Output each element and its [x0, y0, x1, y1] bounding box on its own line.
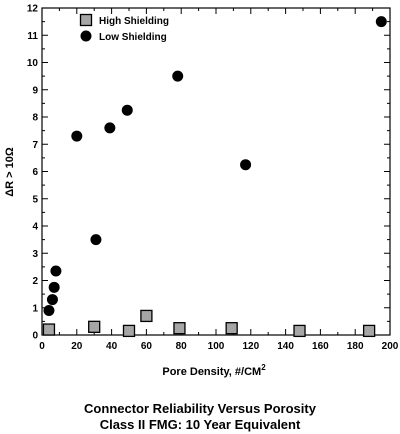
y-tick-label: 12	[27, 4, 39, 15]
high-shielding-point	[140, 309, 153, 323]
low-shielding-point	[50, 265, 62, 277]
x-axis-title-superscript: 2	[261, 363, 266, 372]
y-tick-label: 2	[32, 276, 38, 287]
y-tick-label: 5	[32, 194, 38, 205]
high-shielding-point	[362, 324, 376, 338]
x-tick-label: 120	[242, 341, 259, 352]
y-tick-label: 3	[32, 249, 38, 260]
x-tick-label: 0	[39, 341, 45, 352]
y-tick-label: 4	[32, 222, 38, 233]
legend: High Shielding Low Shielding	[79, 13, 169, 43]
y-tick-label: 9	[32, 85, 38, 96]
x-axis-title-text: Pore Density, #/CM	[162, 366, 261, 378]
y-tick-label: 7	[32, 140, 38, 151]
low-shielding-point	[375, 16, 387, 28]
low-shielding-point	[43, 304, 55, 316]
x-tick-label: 40	[106, 341, 118, 352]
x-tick-label: 140	[277, 341, 294, 352]
axes	[41, 7, 391, 336]
scatter-chart: 0 20 40 60 80 100 120 140 160 180 2000123456789101…	[4, 4, 399, 379]
tick-marks	[41, 7, 391, 336]
x-tick-label: 100	[208, 341, 225, 352]
legend-label-low-shielding: Low Shielding	[99, 32, 167, 43]
x-tick-label: 200	[382, 341, 399, 352]
high-shielding-point	[122, 324, 136, 338]
y-tick-label: 10	[27, 58, 39, 69]
x-tick-label: 80	[176, 341, 188, 352]
legend-circle-icon	[80, 30, 92, 42]
plot-frame	[41, 7, 391, 336]
legend-label-high-shielding: High Shielding	[99, 16, 169, 27]
high-shielding-point	[293, 324, 306, 338]
y-tick-label: 0	[32, 331, 38, 342]
high-shielding-point	[42, 323, 56, 336]
high-shielding-point	[173, 322, 186, 335]
x-tick-label: 180	[347, 341, 364, 352]
data-points	[42, 16, 387, 338]
x-axis-title: Pore Density, #/CM2	[162, 363, 266, 378]
y-tick-label: 6	[32, 167, 38, 178]
y-tick-label: 11	[27, 31, 38, 42]
y-axis-title: ΔR > 10Ω	[4, 147, 16, 197]
y-tick-label: 1	[32, 303, 38, 314]
high-shielding-point	[225, 322, 238, 335]
tick-labels: 0 20 40 60 80 100 120 140 160 180 2000123456789101…	[27, 4, 399, 353]
x-tick-label: 60	[141, 341, 153, 352]
low-shielding-point	[71, 130, 83, 142]
low-shielding-point	[240, 159, 252, 171]
high-shielding-point	[88, 320, 101, 333]
low-shielding-point	[46, 294, 58, 306]
low-shielding-point	[172, 70, 184, 82]
x-tick-label: 20	[71, 341, 83, 352]
low-shielding-point	[48, 281, 60, 293]
x-tick-label: 160	[312, 341, 329, 352]
low-shielding-point	[121, 104, 133, 116]
low-shielding-point	[104, 122, 116, 134]
y-tick-label: 8	[32, 113, 38, 124]
caption-line-2: Class II FMG: 10 Year Equivalent	[99, 417, 301, 432]
caption-line-1: Connector Reliability Versus Porosity	[84, 401, 316, 416]
legend-square-icon	[79, 13, 93, 27]
low-shielding-point	[90, 234, 102, 246]
